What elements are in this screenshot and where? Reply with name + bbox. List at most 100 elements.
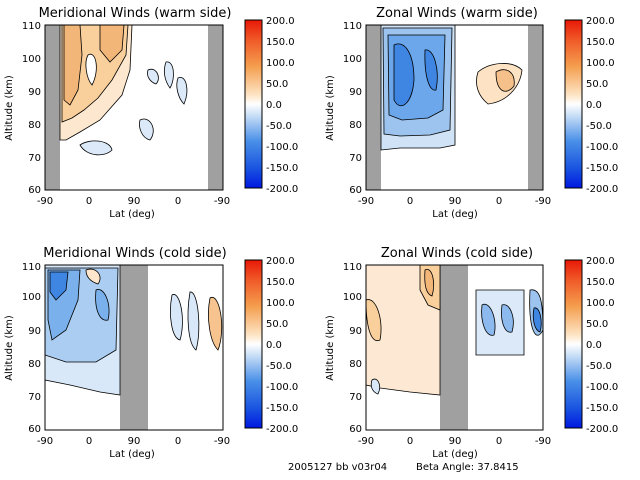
plot-frame xyxy=(365,24,544,191)
x-axis-label: Lat (deg) xyxy=(432,209,478,220)
x-axis-label: Lat (deg) xyxy=(432,449,478,460)
x-tick-label: -90 xyxy=(37,196,53,207)
colorbar-tick-label: 200.0 xyxy=(586,256,615,267)
x-axis-label: Lat (deg) xyxy=(109,449,155,460)
contour-negative-strong xyxy=(49,271,69,301)
colorbar-tick-label: 100.0 xyxy=(586,58,615,69)
x-tick-label: -90 xyxy=(358,436,374,447)
y-axis-label: Altitude (km) xyxy=(4,315,15,381)
y-tick-label: 70 xyxy=(349,153,362,164)
masked-region xyxy=(45,25,60,190)
colorbar-tick-label: 150.0 xyxy=(266,37,295,48)
colorbar-tick-label: -200.0 xyxy=(586,184,618,195)
contour-negative-weak xyxy=(170,294,183,341)
colorbar-tick-label: 150.0 xyxy=(586,277,615,288)
colorbar-tick-label: -50.0 xyxy=(266,361,292,372)
y-tick-label: 90 xyxy=(349,326,362,337)
colorbar: 200.0 150.0 100.0 50.0 0.0 -50.0 -100.0 -150.0 -… xyxy=(244,256,298,435)
colorbar-tick-label: 0.0 xyxy=(586,340,602,351)
x-axis: -90 0 90 0 -90 Lat (deg) xyxy=(37,436,230,460)
colorbar-tick-label: 100.0 xyxy=(266,298,295,309)
contour-negative-strong xyxy=(393,43,415,106)
y-axis: 110 100 90 80 70 60 Altitude (km) xyxy=(325,262,362,435)
panel-title: Meridional Winds (warm side) xyxy=(39,6,232,21)
colorbar-tick-label: 150.0 xyxy=(586,37,615,48)
panel-zonal-warm: Zonal Winds (warm side) 110 100 90 80 70… xyxy=(325,6,551,220)
contour-positive xyxy=(365,299,382,342)
contour-field xyxy=(366,24,543,190)
colorbar-tick-label: -100.0 xyxy=(586,382,618,393)
y-axis: 110 100 90 80 70 60 Altitude (km) xyxy=(325,21,362,196)
plot-frame xyxy=(365,264,544,431)
y-tick-label: 90 xyxy=(349,87,362,98)
colorbar-gradient xyxy=(564,19,583,189)
x-tick-label: 90 xyxy=(449,436,462,447)
x-axis-label: Lat (deg) xyxy=(109,209,155,220)
x-tick-label: 90 xyxy=(449,196,462,207)
plot-frame xyxy=(44,24,224,191)
x-tick-label: 90 xyxy=(128,436,141,447)
y-tick-label: 90 xyxy=(28,326,41,337)
contour-negative-weak xyxy=(187,291,200,351)
panel-title: Meridional Winds (cold side) xyxy=(43,246,226,261)
colorbar-tick-label: 100.0 xyxy=(266,58,295,69)
colorbar-tick-label: -150.0 xyxy=(586,403,618,414)
contour-field xyxy=(44,264,223,430)
contour-negative-strong xyxy=(532,307,542,333)
y-axis: 110 100 90 80 70 60 Altitude (km) xyxy=(4,262,41,435)
x-axis: -90 0 90 0 -90 Lat (deg) xyxy=(358,196,551,220)
colorbar-tick-label: -100.0 xyxy=(266,382,298,393)
x-tick-label: 0 xyxy=(175,196,181,207)
y-axis-label: Altitude (km) xyxy=(325,75,336,141)
y-tick-label: 80 xyxy=(28,359,41,370)
x-tick-label: -90 xyxy=(214,196,230,207)
colorbar-tick-label: 50.0 xyxy=(586,319,608,330)
x-tick-label: 0 xyxy=(496,196,502,207)
colorbar-tick-label: -150.0 xyxy=(266,163,298,174)
x-tick-label: 0 xyxy=(407,196,413,207)
colorbar-tick-label: 150.0 xyxy=(266,277,295,288)
y-tick-label: 80 xyxy=(28,120,41,131)
y-tick-label: 80 xyxy=(349,120,362,131)
y-axis-label: Altitude (km) xyxy=(4,75,15,141)
x-tick-label: -90 xyxy=(535,436,551,447)
y-tick-label: 70 xyxy=(28,153,41,164)
colorbar-tick-label: -50.0 xyxy=(586,361,612,372)
x-tick-label: 0 xyxy=(496,436,502,447)
colorbar-tick-label: 100.0 xyxy=(586,298,615,309)
x-tick-label: -90 xyxy=(37,436,53,447)
colorbar-tick-label: -150.0 xyxy=(266,403,298,414)
contour-positive xyxy=(495,69,515,92)
colorbar-tick-label: 50.0 xyxy=(266,79,288,90)
colorbar-gradient xyxy=(244,259,263,429)
masked-region xyxy=(440,265,468,430)
plot-frame xyxy=(44,264,224,431)
contour-negative xyxy=(95,289,110,321)
y-tick-label: 70 xyxy=(349,392,362,403)
masked-region xyxy=(366,25,381,190)
colorbars: 200.0 150.0 100.0 50.0 0.0 -50.0 -100.0 -150.0 -… xyxy=(244,16,618,435)
contour-zero xyxy=(85,53,97,86)
panel-title: Zonal Winds (warm side) xyxy=(376,6,538,21)
colorbar-tick-label: -200.0 xyxy=(266,184,298,195)
y-tick-label: 110 xyxy=(22,21,41,32)
x-axis: -90 0 90 0 -90 Lat (deg) xyxy=(37,196,230,220)
panel-zonal-cold: Zonal Winds (cold side) 110 100 90 80 70… xyxy=(325,246,551,460)
colorbar-tick-label: 0.0 xyxy=(266,100,282,111)
contour-negative xyxy=(501,304,514,333)
colorbar-tick-label: 200.0 xyxy=(586,16,615,27)
x-tick-label: 0 xyxy=(86,436,92,447)
y-tick-label: 100 xyxy=(343,292,362,303)
colorbar-tick-label: 0.0 xyxy=(266,340,282,351)
x-tick-label: 0 xyxy=(407,436,413,447)
x-tick-label: 0 xyxy=(175,436,181,447)
contour-positive xyxy=(208,297,223,351)
colorbar-tick-label: 200.0 xyxy=(266,16,295,27)
colorbar-gradient xyxy=(244,19,263,189)
colorbar-tick-label: -100.0 xyxy=(266,142,298,153)
y-tick-label: 80 xyxy=(349,359,362,370)
y-tick-label: 100 xyxy=(343,54,362,65)
run-label: 2005127 bb v03r04 xyxy=(288,462,387,473)
contour-positive-strong xyxy=(424,268,434,297)
